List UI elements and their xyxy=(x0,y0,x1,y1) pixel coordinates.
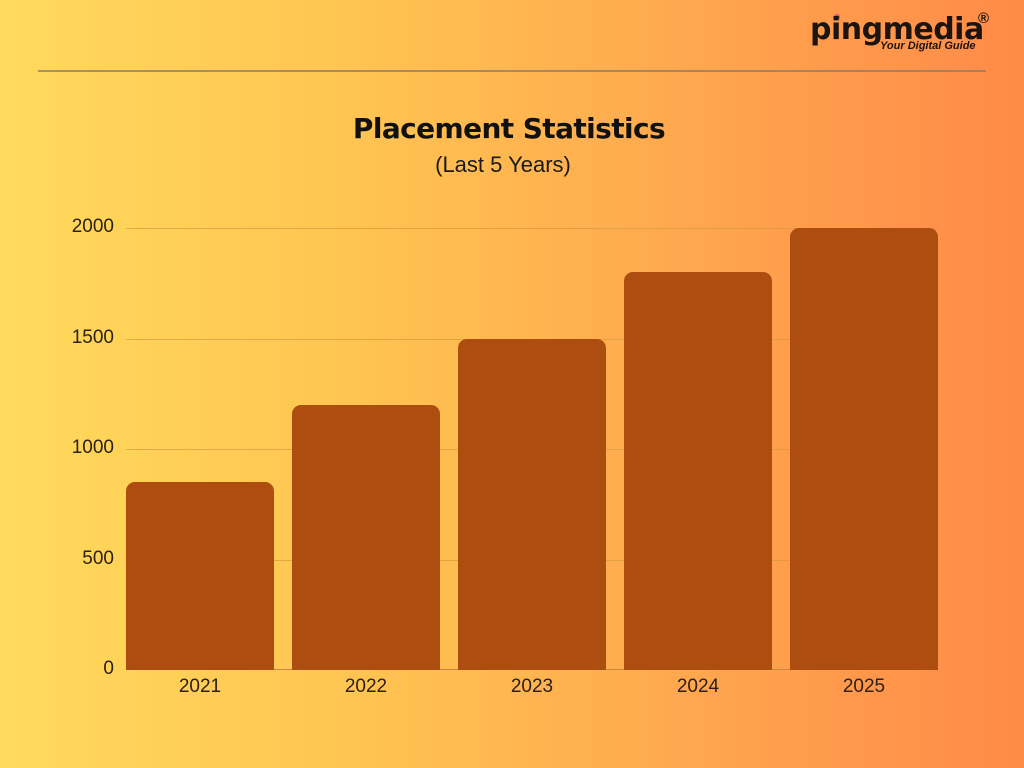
registered-mark: ® xyxy=(978,10,990,27)
x-tick-label: 2025 xyxy=(842,676,886,697)
y-tick-label: 2000 xyxy=(71,216,114,237)
bar-2025 xyxy=(790,228,938,670)
bar-2024 xyxy=(624,272,772,670)
brand-name: pingmedia xyxy=(810,12,984,47)
y-tick-label: 1500 xyxy=(71,326,114,348)
bar-2023 xyxy=(458,338,606,670)
x-tick-label: 2022 xyxy=(344,676,388,697)
brand-logo: pingmedia ® Your Digital Guide xyxy=(810,10,1000,60)
x-tick-label: 2021 xyxy=(178,676,222,697)
gridline xyxy=(126,228,938,229)
x-tick-label: 2024 xyxy=(676,676,720,697)
header-divider xyxy=(38,70,986,72)
brand-tagline: Your Digital Guide xyxy=(880,40,976,52)
chart-title: Placement Statistics xyxy=(352,112,666,145)
logo-dot-icon xyxy=(834,14,840,20)
x-tick-label: 2023 xyxy=(510,676,554,697)
chart-subtitle: (Last 5 Years) xyxy=(435,152,571,177)
y-tick-label: 1000 xyxy=(71,437,114,458)
bar-2022 xyxy=(292,404,440,670)
y-tick-label: 0 xyxy=(103,658,114,679)
y-tick-label: 500 xyxy=(82,547,114,569)
bar-2021 xyxy=(126,482,274,670)
